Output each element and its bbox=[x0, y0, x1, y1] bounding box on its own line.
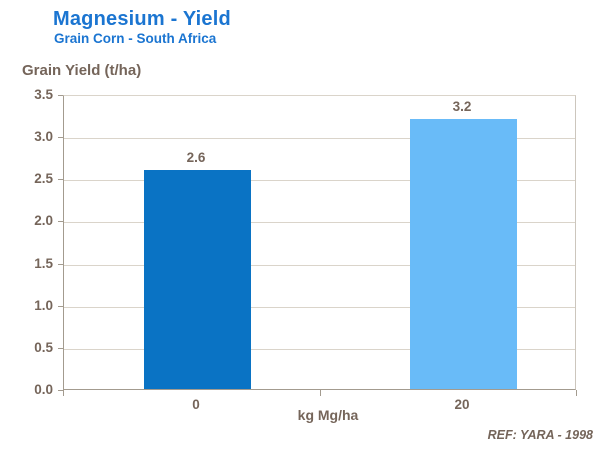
y-tick-label: 3.5 bbox=[34, 87, 53, 102]
y-tick-label: 2.0 bbox=[34, 213, 53, 228]
y-tick-label: 2.5 bbox=[34, 171, 53, 186]
bar-value-label: 3.2 bbox=[452, 99, 472, 114]
y-tick-mark bbox=[58, 221, 63, 222]
gridline bbox=[64, 307, 575, 308]
bar-20 bbox=[409, 119, 517, 389]
gridline bbox=[64, 222, 575, 223]
x-category-label: 20 bbox=[454, 397, 470, 412]
gridline bbox=[64, 180, 575, 181]
x-tick-mark bbox=[320, 390, 321, 396]
y-tick-label: 3.0 bbox=[34, 129, 53, 144]
x-category-label: 0 bbox=[192, 397, 200, 412]
y-tick-label: 1.0 bbox=[34, 298, 53, 313]
chart-subtitle: Grain Corn - South Africa bbox=[54, 31, 217, 46]
y-tick-mark bbox=[58, 348, 63, 349]
bar-value-label: 2.6 bbox=[186, 150, 206, 165]
y-tick-mark bbox=[58, 179, 63, 180]
x-tick-mark bbox=[63, 390, 64, 396]
y-tick-mark bbox=[58, 306, 63, 307]
y-tick-label: 1.5 bbox=[34, 256, 53, 271]
reference-text: REF: YARA - 1998 bbox=[487, 428, 593, 442]
y-tick-label: 0.0 bbox=[34, 382, 53, 397]
x-tick-mark bbox=[576, 390, 577, 396]
x-axis-title: kg Mg/ha bbox=[297, 407, 359, 423]
y-tick-mark bbox=[58, 95, 63, 96]
plot-area bbox=[63, 95, 576, 390]
y-tick-label: 0.5 bbox=[34, 340, 53, 355]
gridline bbox=[64, 349, 575, 350]
y-tick-mark bbox=[58, 390, 63, 391]
gridline bbox=[64, 138, 575, 139]
gridline bbox=[64, 265, 575, 266]
bar-0 bbox=[143, 170, 251, 389]
chart-title: Magnesium - Yield bbox=[53, 8, 231, 30]
y-tick-mark bbox=[58, 137, 63, 138]
y-tick-mark bbox=[58, 264, 63, 265]
y-axis-title: Grain Yield (t/ha) bbox=[22, 62, 142, 79]
